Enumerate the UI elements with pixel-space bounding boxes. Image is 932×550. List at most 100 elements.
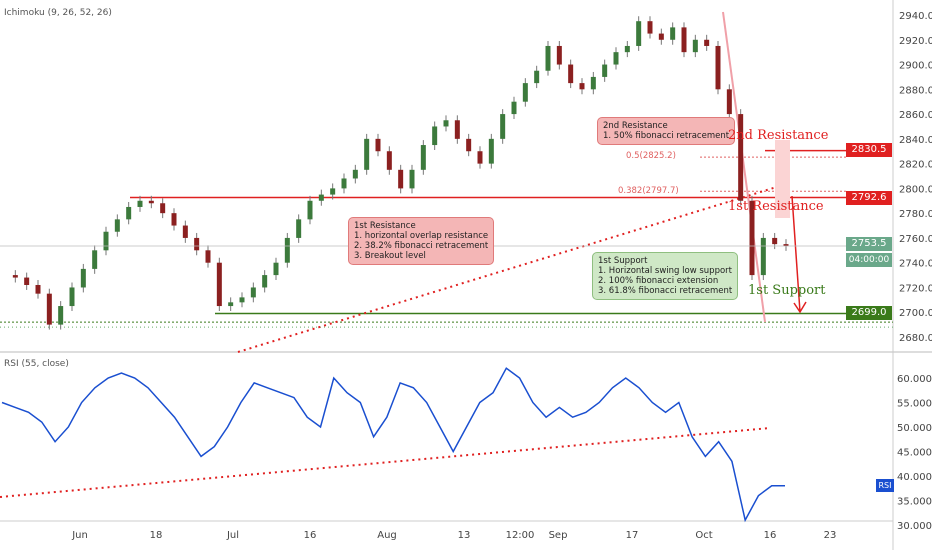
candle-body xyxy=(738,114,744,201)
candle-body xyxy=(318,194,324,201)
candle-body xyxy=(126,206,132,220)
price-tick-label: 2840.0 xyxy=(899,135,932,146)
candle-body xyxy=(80,268,86,288)
time-tick-label: Aug xyxy=(377,530,397,541)
fib-0.382-label: 0.382(2797.7) xyxy=(618,186,679,196)
candle-body xyxy=(488,138,494,164)
candle-body xyxy=(636,21,642,46)
time-tick-label: 23 xyxy=(824,530,837,541)
candle-body xyxy=(534,70,540,84)
rsi-tick-label: 50.0000 xyxy=(897,423,932,434)
candle-body xyxy=(670,27,676,40)
price-tag-last: 2753.5 xyxy=(846,237,892,251)
candle-body xyxy=(704,39,710,46)
price-tick-label: 2820.0 xyxy=(899,160,932,171)
time-tick-label: Jun xyxy=(71,530,88,541)
candle-body xyxy=(330,188,336,195)
note-2nd-resistance: 2nd Resistance 1. 50% fibonacci retracem… xyxy=(597,117,736,145)
time-tick-label: 12:00 xyxy=(506,530,535,541)
candle-body xyxy=(681,27,687,53)
candle-body xyxy=(692,39,698,53)
candle-body xyxy=(352,169,358,179)
candle-body xyxy=(194,237,200,251)
fib-0.5-label: 0.5(2825.2) xyxy=(626,151,676,161)
candle-body xyxy=(420,145,426,170)
candle-body xyxy=(511,101,517,115)
candle-body xyxy=(341,178,347,189)
candle-body xyxy=(114,219,120,232)
candle-body xyxy=(216,262,222,307)
candle-body xyxy=(239,297,245,303)
time-tick-label: Sep xyxy=(549,530,568,541)
price-tick-label: 2940.0 xyxy=(899,11,932,22)
trendline-price xyxy=(237,185,781,353)
candle-body xyxy=(386,151,392,170)
rsi-tick-label: 40.0000 xyxy=(897,472,932,483)
candle-body xyxy=(658,33,664,40)
price-tag-2nd-resistance: 2830.5 xyxy=(846,143,892,157)
price-tick-label: 2700.0 xyxy=(899,308,932,319)
candle-body xyxy=(148,200,154,204)
rsi-tick-label: 45.0000 xyxy=(897,448,932,459)
candle-body xyxy=(556,45,562,65)
candle-body xyxy=(613,52,619,65)
candle-body xyxy=(443,120,449,127)
candle-body xyxy=(92,250,98,269)
candle-body xyxy=(228,302,234,307)
rsi-tick-label: 30.0000 xyxy=(897,521,932,532)
price-tick-label: 2720.0 xyxy=(899,283,932,294)
time-tick-label: 16 xyxy=(304,530,317,541)
candle-body xyxy=(12,275,18,278)
time-tick-label: 16 xyxy=(764,530,777,541)
time-tick-label: Oct xyxy=(695,530,712,541)
candle-body xyxy=(783,244,789,246)
candle-body xyxy=(602,64,608,77)
candle-body xyxy=(35,284,41,294)
rsi-tick-label: 60.0000 xyxy=(897,374,932,385)
candle-body xyxy=(46,293,52,325)
candle-body xyxy=(250,287,256,298)
candle-body xyxy=(137,200,143,207)
candle-body xyxy=(477,151,483,164)
candle-body xyxy=(307,200,313,220)
candle-body xyxy=(590,76,596,90)
candle-body xyxy=(568,64,574,84)
candle-body xyxy=(262,275,268,288)
candle-body xyxy=(205,250,211,263)
price-tick-label: 2920.0 xyxy=(899,36,932,47)
price-tick-label: 2880.0 xyxy=(899,85,932,96)
candle-body xyxy=(24,277,30,285)
note-1st-resistance: 1st Resistance 1. horizontal overlap res… xyxy=(348,217,495,265)
candle-body xyxy=(160,203,166,214)
level-1st-support-label: 1st Support xyxy=(748,283,826,298)
candle-body xyxy=(579,83,585,90)
candle-body xyxy=(296,219,302,238)
candle-body xyxy=(398,169,404,189)
rsi-badge: RSI xyxy=(876,479,894,492)
candle-body xyxy=(432,126,438,146)
candle-body xyxy=(772,237,778,245)
candle-body xyxy=(647,21,653,34)
price-tick-label: 2860.0 xyxy=(899,110,932,121)
countdown-tag: 04:00:00 xyxy=(846,253,892,267)
level-2nd-resistance-label: 2nd Resistance xyxy=(728,128,829,143)
candle-body xyxy=(273,262,279,276)
price-tick-label: 2800.0 xyxy=(899,184,932,195)
time-tick-label: 17 xyxy=(626,530,639,541)
rsi-tick-label: 55.0000 xyxy=(897,399,932,410)
price-tick-label: 2780.0 xyxy=(899,209,932,220)
price-tick-label: 2680.0 xyxy=(899,333,932,344)
note-1st-support: 1st Support 1. Horizontal swing low supp… xyxy=(592,252,739,300)
projection-arrow xyxy=(722,11,766,323)
candle-body xyxy=(522,83,528,102)
rsi-label: RSI (55, close) xyxy=(4,359,69,369)
ichimoku-cloud-future xyxy=(775,140,790,218)
candle-body xyxy=(58,306,64,325)
candle-body xyxy=(749,200,755,276)
candle-body xyxy=(364,138,370,170)
time-tick-label: Jul xyxy=(226,530,239,541)
candle-body xyxy=(182,225,188,238)
candle-body xyxy=(500,114,506,139)
candle-body xyxy=(454,120,460,139)
